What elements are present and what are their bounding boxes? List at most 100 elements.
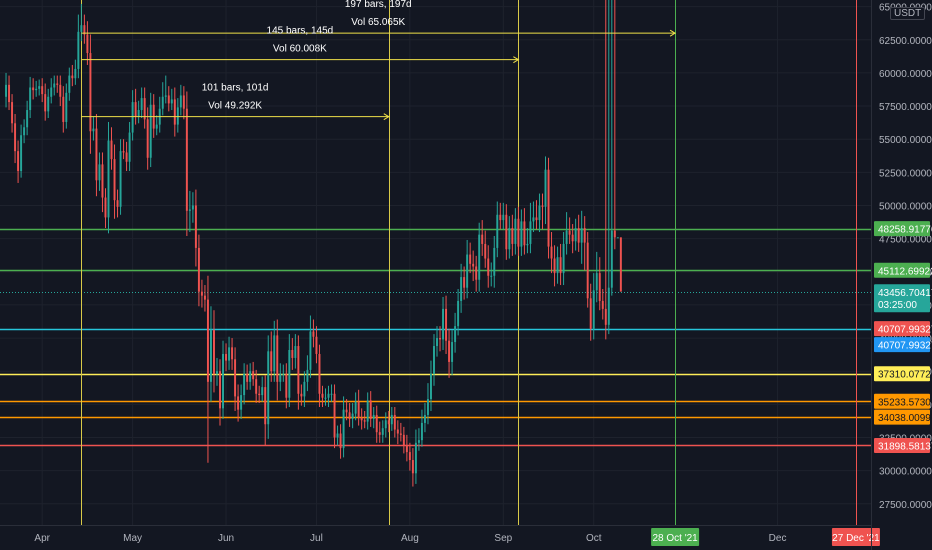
level-price-tag: 37310.07725 (878, 370, 932, 381)
candle-body (282, 373, 285, 375)
time-tick-label: Dec (769, 533, 787, 544)
candle-body (107, 140, 110, 218)
candle-body (375, 414, 378, 433)
price-axis[interactable]: 27500.0000030000.0000032500.0000035000.0… (871, 0, 932, 550)
candle-body (110, 140, 113, 160)
candle-body (448, 340, 451, 362)
candle-body (14, 123, 17, 152)
level-price-tag: 35233.57302 (878, 397, 932, 408)
candle-body (225, 353, 228, 361)
candle-body (387, 420, 390, 425)
candle-body (396, 429, 399, 434)
candle-body (472, 263, 475, 267)
candle-body (442, 308, 445, 340)
candle-body (405, 445, 408, 453)
candle-body (411, 460, 414, 474)
candle-body (508, 228, 511, 250)
candle-body (381, 428, 384, 435)
candle-body (71, 75, 74, 79)
candle-body (303, 381, 306, 397)
candle-body (306, 369, 309, 382)
candle-body (574, 228, 577, 242)
candle-body (101, 164, 104, 198)
candle-body (366, 400, 369, 422)
candle-body (5, 84, 8, 97)
candle-body (457, 300, 460, 327)
time-tick-label: Oct (586, 533, 602, 544)
candle-body (399, 433, 402, 435)
candle-body (134, 102, 137, 117)
candle-body (26, 110, 29, 128)
candle-body (279, 373, 282, 382)
candle-body (490, 275, 493, 277)
candle-body (445, 308, 448, 341)
candle-body (420, 422, 423, 441)
candle-body (216, 371, 218, 374)
candle-body (439, 338, 442, 340)
candle-body (185, 108, 188, 211)
candle-body (535, 217, 538, 221)
candle-body (161, 96, 164, 109)
level-price-tag: 40707.99327 (878, 341, 932, 352)
candle-body (219, 371, 221, 409)
candle-body (475, 266, 478, 280)
candle-body (213, 330, 215, 374)
candle-body (598, 273, 601, 301)
candle-body (330, 393, 333, 395)
candle-body (59, 84, 62, 97)
candle-body (38, 86, 41, 89)
time-axis[interactable]: Apr May Jun Jul Aug Sep Oct Dec 28 Oct '21 27 Dec… (0, 525, 932, 550)
candle-body (580, 228, 583, 243)
price-tick-label: 27500.00000 (879, 500, 932, 511)
candle-body (517, 218, 520, 247)
candle-body (423, 414, 426, 423)
candle-body (333, 393, 336, 438)
candle-body (74, 68, 77, 79)
candle-body (92, 128, 95, 132)
candle-body (231, 347, 234, 360)
candle-body (273, 335, 276, 372)
time-axis-background (0, 525, 932, 550)
candle-body (478, 234, 481, 280)
candle-body (502, 214, 505, 221)
candle-body (11, 102, 14, 124)
candle-body (122, 151, 125, 153)
candlestick-series (5, 0, 622, 487)
candle-body (68, 75, 71, 93)
current-price-tag-bg (874, 284, 930, 313)
candle-body (577, 228, 580, 243)
candle-body (128, 132, 131, 162)
level-price-tag: 45112.69922 (878, 266, 932, 277)
date-marker-tag-bg (651, 528, 700, 546)
date-marker-tag: 28 Oct '21 (652, 533, 698, 544)
candle-body (182, 95, 185, 109)
candle-body (203, 295, 206, 300)
candle-body (237, 396, 240, 410)
candle-body (246, 373, 249, 382)
candle-body (619, 237, 622, 292)
candle-body (53, 83, 56, 88)
candle-body (496, 214, 499, 248)
candle-body (65, 92, 68, 122)
level-price-tag-bg (874, 366, 930, 382)
candle-body (402, 434, 405, 446)
candle-body (119, 151, 122, 207)
candle-body (116, 200, 119, 207)
candle-body (324, 397, 327, 399)
candle-body (125, 152, 128, 162)
price-tick-label: 50000.00000 (879, 201, 932, 212)
candle-body (291, 350, 294, 358)
candle-body (240, 395, 243, 410)
candle-body (526, 243, 529, 246)
candle-body (547, 169, 550, 247)
candle-body (318, 353, 321, 394)
candle-body (559, 257, 562, 274)
price-tick-label: 57500.00000 (879, 102, 932, 113)
candle-body (556, 257, 559, 274)
candle-body (481, 234, 484, 244)
candle-body (454, 326, 457, 343)
candle-body (463, 277, 466, 288)
currency-badge[interactable]: USDT (890, 7, 926, 20)
candle-body (363, 420, 366, 422)
